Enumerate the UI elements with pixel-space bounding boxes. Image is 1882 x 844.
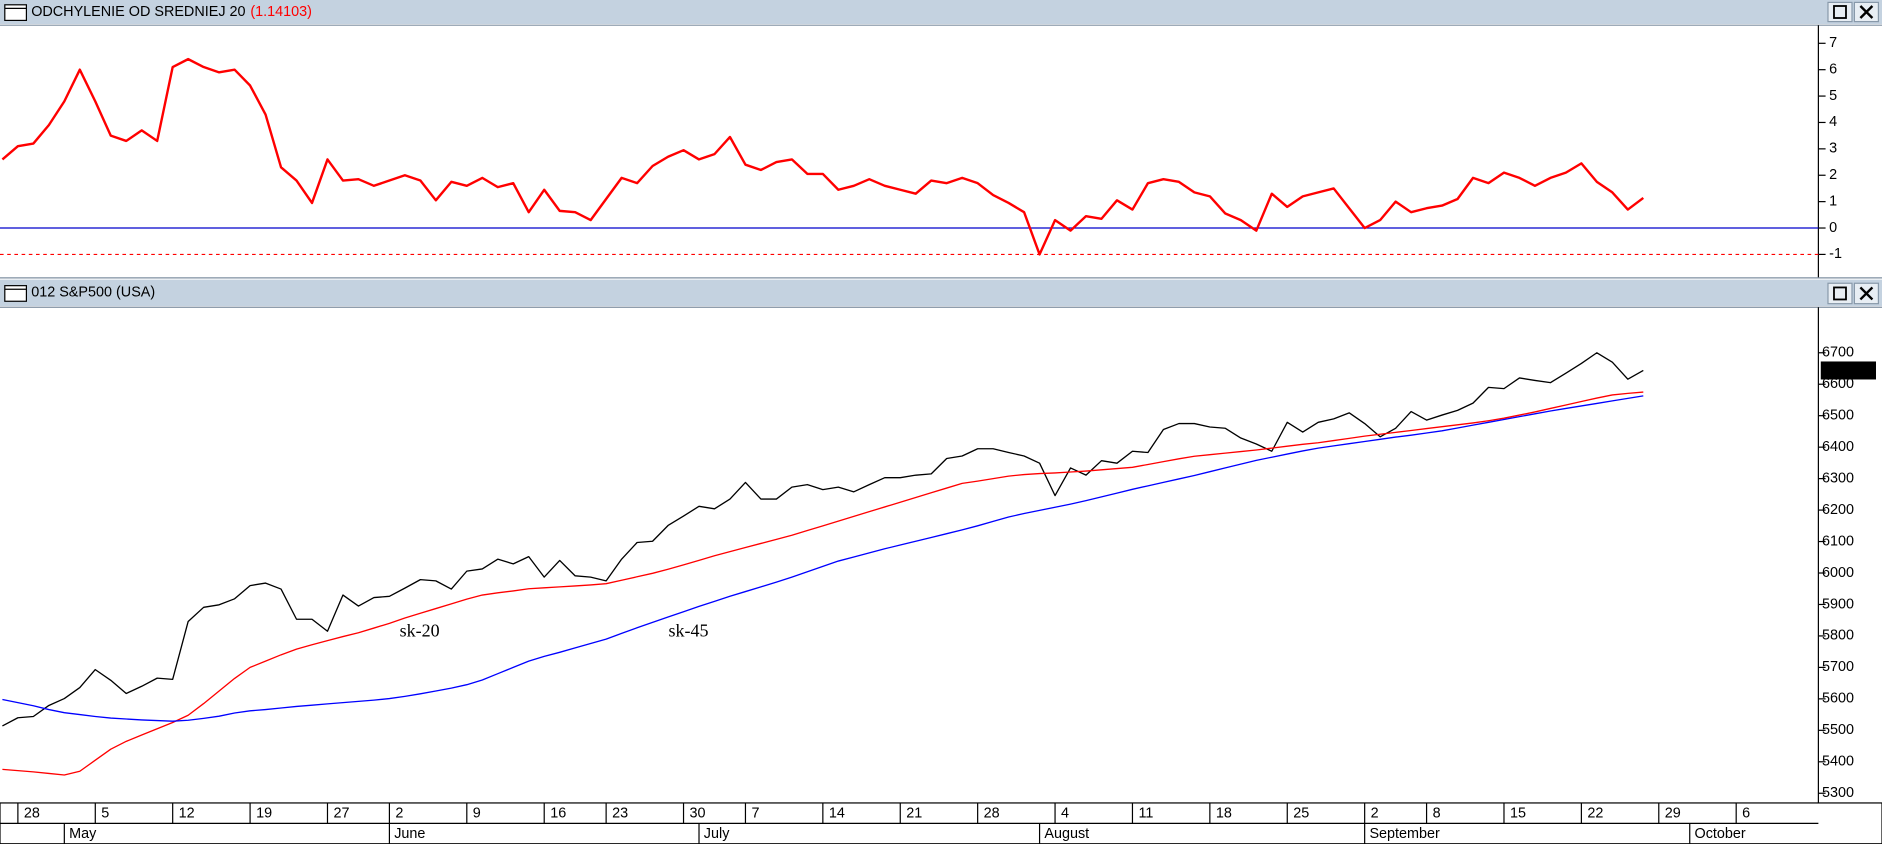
panel-title: 012 S&P500 (USA): [31, 285, 155, 301]
series-line: [2, 391, 1644, 776]
y-tick-label: 3: [1829, 141, 1837, 157]
month-label: August: [1044, 826, 1089, 842]
y-tick-label: 5500: [1822, 722, 1854, 738]
title-bar: [0, 0, 1882, 25]
x-tick-label: 12: [179, 806, 195, 822]
x-tick-label: 8: [1433, 806, 1441, 822]
x-tick-label: 25: [1293, 806, 1309, 822]
x-tick-label: 14: [829, 806, 845, 822]
maximize-button[interactable]: [1827, 282, 1853, 305]
y-tick-label: 5900: [1822, 596, 1854, 612]
month-label: May: [69, 826, 97, 842]
series-annotation: sk-45: [669, 621, 709, 641]
x-tick-label: 9: [473, 806, 481, 822]
x-tick-label: 6: [1742, 806, 1750, 822]
maximize-icon: [1833, 5, 1847, 19]
y-tick-label: 6300: [1822, 470, 1854, 486]
y-tick-label: 2: [1829, 167, 1837, 183]
x-tick-label: 2: [1371, 806, 1379, 822]
series-line: [2, 352, 1644, 727]
x-tick-label: 16: [550, 806, 566, 822]
x-tick-label: 7: [751, 806, 759, 822]
y-tick-label: 5700: [1822, 659, 1854, 675]
title-text: ODCHYLENIE OD SREDNIEJ 20: [31, 4, 245, 20]
month-label: September: [1369, 826, 1440, 842]
maximize-icon: [1833, 286, 1847, 301]
x-tick-label: 23: [612, 806, 628, 822]
y-tick-label: 5800: [1822, 628, 1854, 644]
x-tick-label: 29: [1665, 806, 1681, 822]
y-tick-label: 1: [1829, 193, 1837, 209]
series-annotation: sk-20: [400, 621, 440, 641]
close-icon: [1859, 5, 1874, 19]
x-tick-label: 4: [1061, 806, 1069, 822]
x-tick-label: 18: [1216, 806, 1232, 822]
last-value-label: 6643.70: [1822, 362, 1874, 378]
y-tick-label: 0: [1829, 220, 1837, 236]
window-icon: [4, 4, 28, 22]
y-tick-label: 6000: [1822, 565, 1854, 581]
series-line: [2, 395, 1644, 722]
x-tick-label: 30: [690, 806, 706, 822]
series-line: [1, 57, 1645, 256]
panel-title: ODCHYLENIE OD SREDNIEJ 20 (1.14103): [31, 4, 312, 20]
y-tick-label: 5600: [1822, 691, 1854, 707]
close-icon: [1859, 286, 1874, 301]
month-label: July: [704, 826, 730, 842]
x-tick-label: 22: [1587, 806, 1603, 822]
x-tick-label: 21: [906, 806, 922, 822]
month-label: June: [394, 826, 425, 842]
x-tick-label: 19: [256, 806, 272, 822]
window-icon: [4, 285, 28, 302]
x-tick-label: 5: [101, 806, 109, 822]
y-tick-label: 6700: [1822, 345, 1854, 361]
y-tick-label: 6: [1829, 61, 1837, 77]
x-tick-label: 28: [24, 806, 40, 822]
y-tick-label: 5300: [1822, 785, 1854, 801]
y-tick-label: -1: [1829, 246, 1842, 262]
month-label: October: [1695, 826, 1746, 842]
y-tick-label: 6200: [1822, 502, 1854, 518]
x-tick-label: 15: [1510, 806, 1526, 822]
y-tick-label: 7: [1829, 35, 1837, 51]
y-tick-label: 5400: [1822, 754, 1854, 770]
y-tick-label: 6400: [1822, 439, 1854, 455]
title-value: (1.14103): [250, 4, 312, 20]
y-tick-label: 6500: [1822, 407, 1854, 423]
title-bar: [0, 279, 1882, 307]
y-tick-label: 6600: [1822, 376, 1854, 392]
x-tick-label: 11: [1138, 806, 1153, 822]
x-tick-label: 2: [395, 806, 403, 822]
last-value-box: [1820, 361, 1876, 380]
y-tick-label: 5: [1829, 88, 1837, 104]
y-tick-label: 6100: [1822, 533, 1854, 549]
x-tick-label: 27: [333, 806, 349, 822]
y-tick-label: 4: [1829, 114, 1837, 130]
x-tick-label: 28: [984, 806, 1000, 822]
